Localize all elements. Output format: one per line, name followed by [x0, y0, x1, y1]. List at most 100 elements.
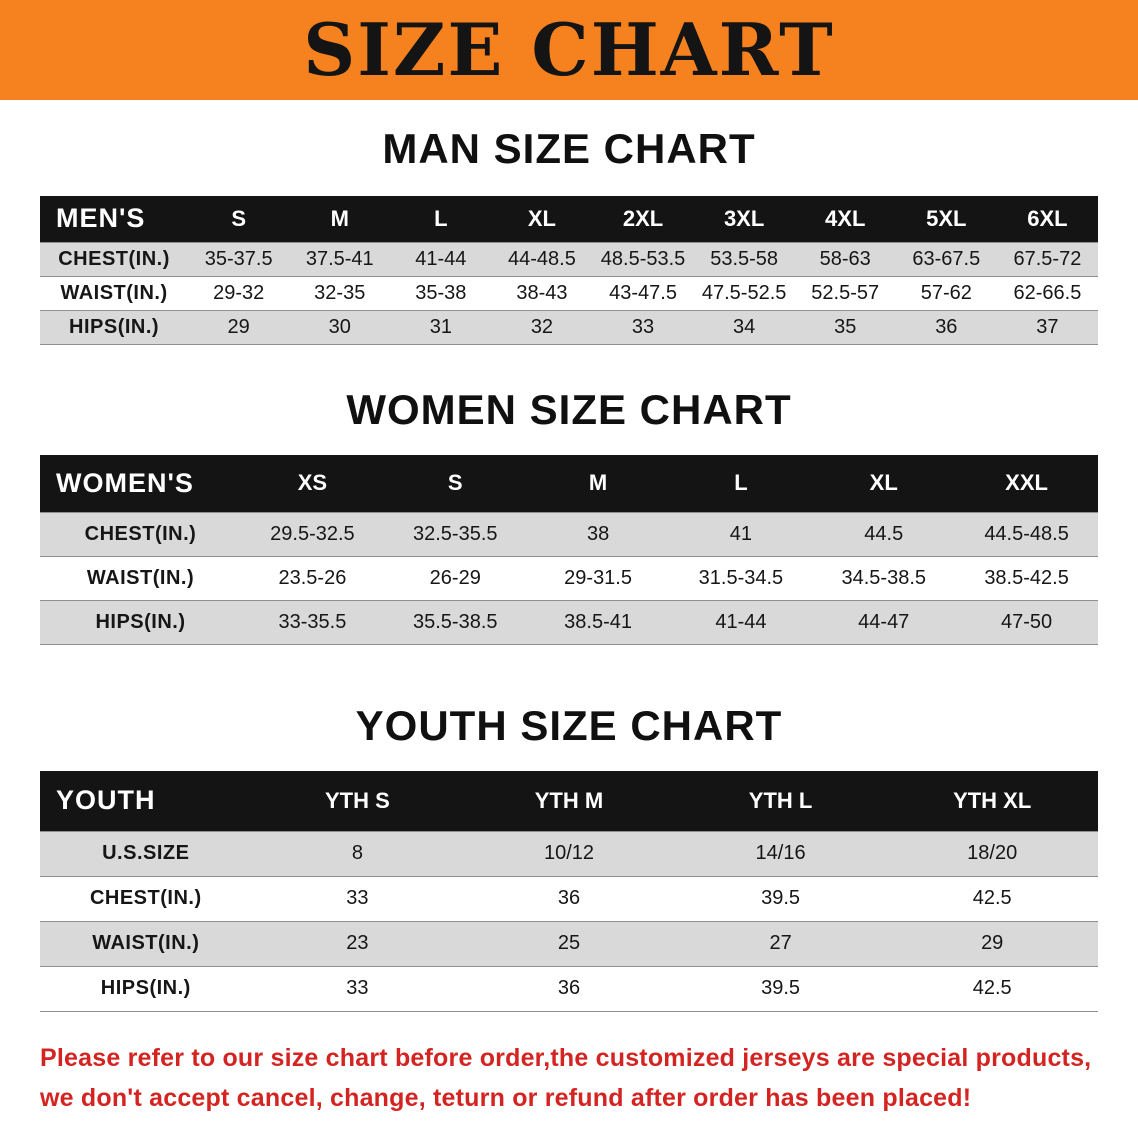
size-value-cell: 27	[674, 920, 887, 967]
size-column-header: S	[383, 454, 527, 513]
size-value-cell: 52.5-57	[794, 275, 896, 311]
size-column-header: XXL	[955, 454, 1098, 513]
size-value-cell: 29	[188, 309, 290, 345]
table-row: U.S.SIZE 8 10/12 14/16 18/20	[40, 830, 1098, 877]
size-column-header: M	[526, 454, 670, 513]
size-value-cell: 23.5-26	[241, 556, 384, 601]
size-value-cell: 41-44	[669, 600, 813, 645]
size-value-cell: 34	[693, 309, 795, 345]
row-label-cell: HIPS(IN.)	[40, 309, 189, 345]
women-section-heading: WOMEN SIZE CHART	[346, 385, 792, 433]
size-value-cell: 35-37.5	[188, 241, 290, 277]
size-value-cell: 38.5-41	[526, 600, 670, 645]
table-row: HIPS(IN.) 33-35.5 35.5-38.5 38.5-41 41-44 44-…	[40, 600, 1098, 645]
size-value-cell: 23	[251, 920, 464, 967]
size-value-cell: 62-66.5	[996, 275, 1098, 311]
size-value-cell: 37	[996, 309, 1098, 345]
size-value-cell: 44-48.5	[491, 241, 593, 277]
size-value-cell: 26-29	[383, 556, 527, 601]
youth-size-table: YOUTH YTH S YTH M YTH L YTH XL U.S.SIZE 8 10/12…	[40, 771, 1098, 1012]
size-value-cell: 29-31.5	[526, 556, 670, 601]
row-label-cell: U.S.SIZE	[40, 830, 252, 877]
size-value-cell: 58-63	[794, 241, 896, 277]
table-row: CHEST(IN.) 29.5-32.5 32.5-35.5 38 41 44.5 44.5…	[40, 512, 1098, 557]
size-column-header: M	[289, 196, 391, 242]
size-value-cell: 31	[390, 309, 492, 345]
size-value-cell: 38	[526, 512, 670, 557]
size-value-cell: 36	[463, 965, 675, 1012]
size-value-cell: 8	[251, 830, 464, 877]
row-label-cell: HIPS(IN.)	[40, 600, 242, 645]
table-row: HIPS(IN.) 33 36 39.5 42.5	[40, 965, 1098, 1012]
row-label-cell: HIPS(IN.)	[40, 965, 252, 1012]
table-corner-label: WOMEN'S	[40, 454, 242, 513]
men-section-heading: MAN SIZE CHART	[382, 125, 756, 172]
row-label-cell: WAIST(IN.)	[40, 556, 242, 601]
size-column-header: 2XL	[592, 196, 694, 242]
table-row: CHEST(IN.) 33 36 39.5 42.5	[40, 875, 1098, 922]
size-column-header: 4XL	[794, 196, 896, 242]
size-value-cell: 33	[251, 965, 464, 1012]
size-column-header: 6XL	[996, 196, 1098, 242]
size-column-header: XS	[241, 454, 384, 513]
size-value-cell: 42.5	[886, 875, 1098, 922]
size-value-cell: 29	[886, 920, 1098, 967]
row-label-cell: CHEST(IN.)	[40, 875, 252, 922]
size-value-cell: 34.5-38.5	[812, 556, 956, 601]
size-value-cell: 36	[463, 875, 675, 922]
size-column-header: L	[390, 196, 492, 242]
table-corner-label: YOUTH	[40, 771, 252, 831]
size-value-cell: 18/20	[886, 830, 1098, 877]
size-value-cell: 35.5-38.5	[383, 600, 527, 645]
size-value-cell: 35-38	[390, 275, 492, 311]
size-value-cell: 31.5-34.5	[669, 556, 813, 601]
size-value-cell: 39.5	[674, 875, 887, 922]
size-value-cell: 29-32	[188, 275, 290, 311]
size-value-cell: 42.5	[886, 965, 1098, 1012]
table-corner-label: MEN'S	[40, 196, 189, 242]
size-column-header: XL	[491, 196, 593, 242]
size-column-header: YTH M	[463, 771, 675, 831]
size-value-cell: 14/16	[674, 830, 887, 877]
size-column-header: 5XL	[895, 196, 997, 242]
women-section: WOMEN SIZE CHART WOMEN'S XS S M L XL XXL CHEST(…	[0, 385, 1138, 645]
size-value-cell: 44.5	[812, 512, 956, 557]
size-column-header: YTH XL	[886, 771, 1098, 831]
size-value-cell: 29.5-32.5	[241, 512, 384, 557]
size-column-header: L	[669, 454, 813, 513]
size-value-cell: 30	[289, 309, 391, 345]
size-column-header: XL	[812, 454, 956, 513]
men-section: MAN SIZE CHART MEN'S S M L XL 2XL 3XL 4XL 5XL 6XL…	[0, 126, 1138, 345]
size-value-cell: 47.5-52.5	[693, 275, 795, 311]
row-label-cell: CHEST(IN.)	[40, 512, 242, 557]
size-value-cell: 63-67.5	[895, 241, 997, 277]
notice-line-2: we don't accept cancel, change, teturn o…	[40, 1083, 972, 1112]
size-column-header: 3XL	[693, 196, 795, 242]
size-value-cell: 32-35	[289, 275, 391, 311]
size-value-cell: 32.5-35.5	[383, 512, 527, 557]
size-value-cell: 57-62	[895, 275, 997, 311]
size-value-cell: 44-47	[812, 600, 956, 645]
size-value-cell: 37.5-41	[289, 241, 391, 277]
size-column-header: YTH L	[674, 771, 887, 831]
size-value-cell: 41	[669, 512, 813, 557]
table-header-row: WOMEN'S XS S M L XL XXL	[40, 454, 1098, 513]
size-value-cell: 53.5-58	[693, 241, 795, 277]
size-value-cell: 67.5-72	[996, 241, 1098, 277]
youth-section-heading: YOUTH SIZE CHART	[355, 702, 783, 749]
size-value-cell: 10/12	[463, 830, 675, 877]
size-value-cell: 44.5-48.5	[955, 512, 1098, 557]
size-value-cell: 38.5-42.5	[955, 556, 1098, 601]
size-value-cell: 33-35.5	[241, 600, 384, 645]
notice-line-1: Please refer to our size chart before or…	[40, 1043, 1092, 1072]
women-size-table: WOMEN'S XS S M L XL XXL CHEST(IN.) 29.5-32.5 32.5…	[40, 454, 1098, 645]
size-value-cell: 43-47.5	[592, 275, 694, 311]
size-value-cell: 35	[794, 309, 896, 345]
table-header-row: MEN'S S M L XL 2XL 3XL 4XL 5XL 6XL	[40, 196, 1098, 242]
men-size-table: MEN'S S M L XL 2XL 3XL 4XL 5XL 6XL CHEST(IN.) 35-37…	[40, 196, 1098, 345]
size-value-cell: 36	[895, 309, 997, 345]
table-row: WAIST(IN.) 23.5-26 26-29 29-31.5 31.5-34.5 34…	[40, 556, 1098, 601]
size-value-cell: 33	[251, 875, 464, 922]
table-header-row: YOUTH YTH S YTH M YTH L YTH XL	[40, 771, 1098, 831]
size-value-cell: 47-50	[955, 600, 1098, 645]
